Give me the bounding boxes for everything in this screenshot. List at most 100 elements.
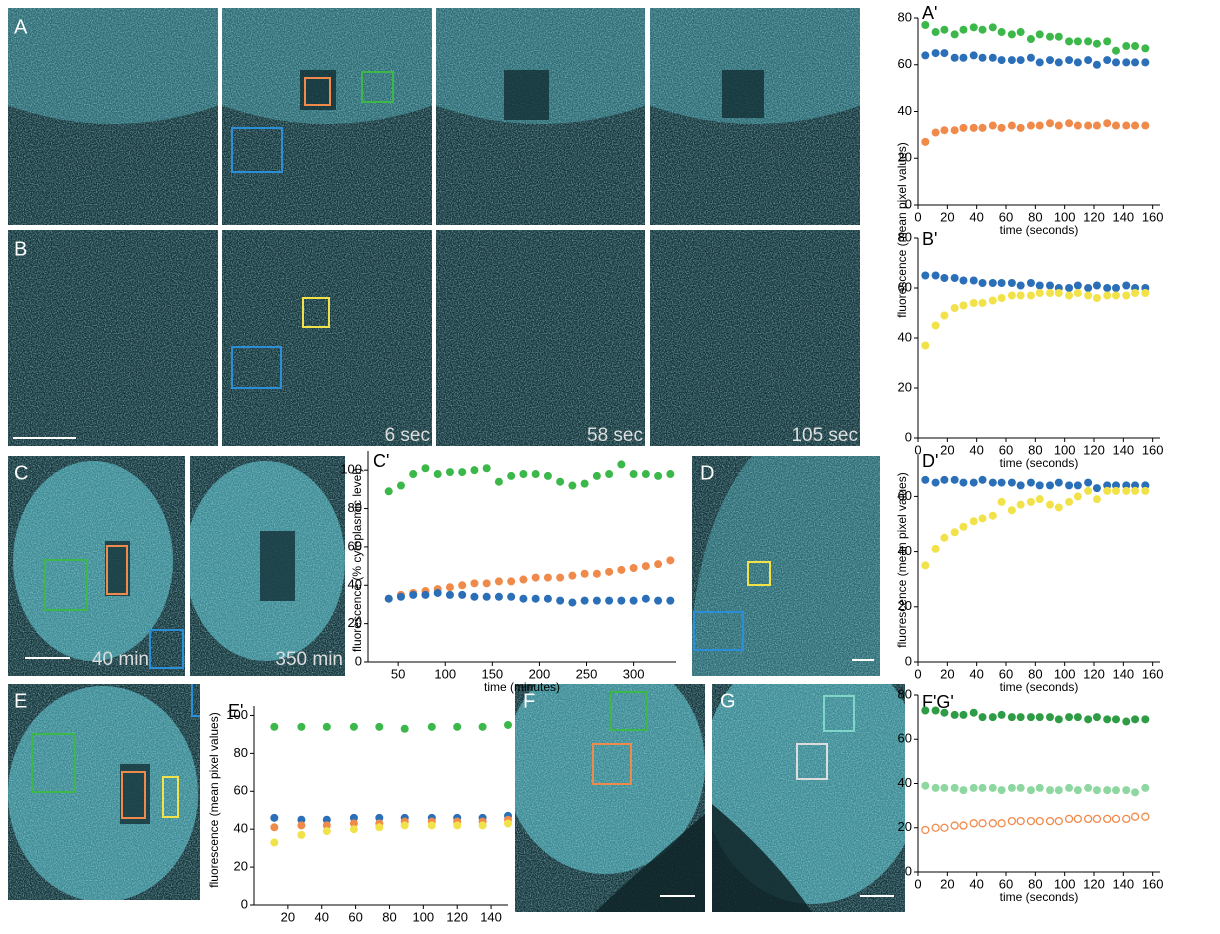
- data-point: [998, 786, 1006, 794]
- data-point: [921, 782, 929, 790]
- data-point: [1122, 487, 1130, 495]
- micrograph: [436, 230, 645, 446]
- data-point: [921, 138, 929, 146]
- data-point: [297, 821, 305, 829]
- x-axis-label: time (seconds): [1000, 456, 1079, 470]
- x-tick-label: 40: [969, 209, 983, 224]
- data-point: [483, 579, 491, 587]
- data-point: [921, 476, 929, 484]
- data-point: [951, 528, 959, 536]
- data-point: [446, 468, 454, 476]
- micrograph: [185, 456, 345, 676]
- data-point: [470, 466, 478, 474]
- data-point: [922, 826, 929, 833]
- data-point: [1122, 292, 1130, 300]
- data-point: [1141, 44, 1149, 52]
- x-tick-label: 60: [348, 909, 362, 924]
- x-tick-label: 120: [1083, 666, 1105, 681]
- data-point: [1055, 715, 1063, 723]
- y-tick-label: 60: [898, 279, 912, 294]
- x-tick-label: 140: [480, 909, 502, 924]
- data-point: [970, 479, 978, 487]
- data-point: [397, 482, 405, 490]
- data-point: [1112, 786, 1120, 794]
- data-point: [1074, 786, 1082, 794]
- x-tick-label: 140: [1112, 442, 1134, 457]
- data-point: [1084, 487, 1092, 495]
- data-point: [270, 814, 278, 822]
- data-point: [970, 820, 977, 827]
- data-point: [1113, 815, 1120, 822]
- data-point: [479, 821, 487, 829]
- data-point: [617, 566, 625, 574]
- data-point: [1103, 292, 1111, 300]
- data-point: [932, 824, 939, 831]
- data-point: [350, 825, 358, 833]
- data-point: [350, 723, 358, 731]
- data-point: [989, 297, 997, 305]
- data-point: [1046, 289, 1054, 297]
- data-point: [458, 591, 466, 599]
- y-axis-label: fluorescence (mean pixel values): [895, 472, 909, 647]
- data-point: [979, 279, 987, 287]
- data-point: [1074, 58, 1082, 66]
- data-point: [1008, 292, 1016, 300]
- data-point: [932, 784, 940, 792]
- data-point: [1112, 58, 1120, 66]
- data-point: [1065, 284, 1073, 292]
- y-tick-label: 60: [898, 731, 912, 746]
- data-point: [544, 595, 552, 603]
- data-point: [483, 593, 491, 601]
- data-point: [1074, 282, 1082, 290]
- data-point: [989, 713, 997, 721]
- data-point: [940, 49, 948, 57]
- data-point: [1103, 119, 1111, 127]
- data-point: [1055, 33, 1063, 41]
- data-point: [1093, 815, 1100, 822]
- data-point: [297, 723, 305, 731]
- data-point: [1093, 713, 1101, 721]
- data-point: [932, 479, 940, 487]
- data-point: [970, 124, 978, 132]
- x-tick-label: 140: [1112, 209, 1134, 224]
- data-point: [1055, 289, 1063, 297]
- data-point: [989, 279, 997, 287]
- data-point: [428, 821, 436, 829]
- data-point: [940, 784, 948, 792]
- x-tick-label: 120: [1083, 442, 1105, 457]
- data-point: [1103, 487, 1111, 495]
- data-point: [1065, 481, 1073, 489]
- data-point: [409, 591, 417, 599]
- data-point: [940, 126, 948, 134]
- data-point: [1046, 481, 1054, 489]
- data-point: [1017, 501, 1025, 509]
- data-point: [989, 820, 996, 827]
- timestamp: 350 min: [275, 649, 343, 670]
- x-tick-label: 120: [1083, 876, 1105, 891]
- data-point: [1036, 30, 1044, 38]
- data-point: [1027, 498, 1035, 506]
- data-point: [1055, 58, 1063, 66]
- data-point: [1131, 715, 1139, 723]
- x-tick-label: 40: [969, 666, 983, 681]
- data-point: [1084, 122, 1092, 130]
- data-point: [1141, 289, 1149, 297]
- data-point: [297, 831, 305, 839]
- y-tick-label: 40: [898, 775, 912, 790]
- data-point: [1085, 815, 1092, 822]
- data-point: [605, 470, 613, 478]
- micrograph: [222, 8, 432, 225]
- y-tick-label: 20: [234, 859, 248, 874]
- data-point: [1122, 122, 1130, 130]
- data-point: [1065, 119, 1073, 127]
- y-tick-label: 40: [898, 103, 912, 118]
- panel-label: B: [14, 238, 27, 260]
- data-point: [970, 23, 978, 31]
- y-tick-label: 20: [898, 379, 912, 394]
- data-point: [1142, 813, 1149, 820]
- data-point: [940, 476, 948, 484]
- data-point: [1046, 56, 1054, 64]
- data-point: [519, 595, 527, 603]
- y-axis-label: fluorescence (mean pixel values): [207, 712, 221, 887]
- data-point: [951, 304, 959, 312]
